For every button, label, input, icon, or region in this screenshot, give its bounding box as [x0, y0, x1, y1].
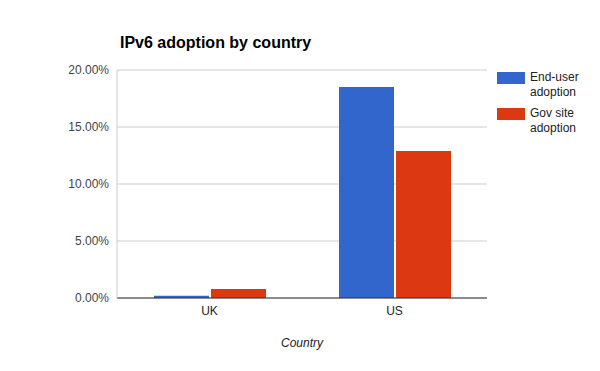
- svg-text:15.00%: 15.00%: [68, 120, 109, 134]
- html-text:Gov site adoption: Gov site adoption: [530, 106, 576, 135]
- svg-text:10.00%: 10.00%: [68, 177, 109, 191]
- svg-text:5.00%: 5.00%: [75, 234, 109, 248]
- svg-text:20.00%: 20.00%: [68, 63, 109, 77]
- html-text:IPv6 adoption by country: IPv6 adoption by country: [120, 34, 312, 51]
- svg-text:US: US: [386, 304, 403, 318]
- html-text:End-user adoption: End-user adoption: [530, 70, 579, 99]
- svg-text:0.00%: 0.00%: [75, 291, 109, 305]
- svg-text:UK: UK: [201, 304, 218, 318]
- svg-text:Country: Country: [281, 336, 324, 350]
